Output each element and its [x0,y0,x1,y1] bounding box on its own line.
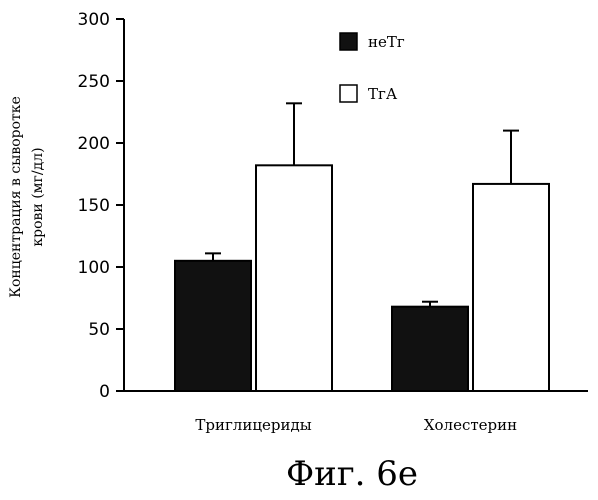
y-axis-label-line-1: Концентрация в сыворотке [8,96,24,298]
y-tick-label: 150 [78,196,110,216]
bar-tga-0 [256,165,332,391]
bars [175,103,549,391]
y-tick-label: 0 [99,382,110,402]
category-label: Триглицериды [195,416,311,434]
category-labels: Триглицериды Холестерин [195,416,517,434]
y-tick-label: 100 [78,258,110,278]
legend-label: ТгА [368,85,398,103]
y-tick-label: 300 [78,10,110,30]
y-ticks: 0 50 100 150 200 250 300 [78,10,124,402]
figure-caption: Фиг. 6е [286,454,418,494]
legend-swatch-tga [340,85,357,102]
bar-netg-0 [175,261,251,391]
category-label: Холестерин [424,416,517,434]
legend: неТг ТгА [340,33,405,103]
bar-netg-1 [392,307,468,391]
legend-label: неТг [368,33,405,51]
y-tick-label: 50 [88,320,110,340]
y-axis-label-line-2: крови (мг/дл) [30,147,46,246]
y-tick-label: 200 [78,134,110,154]
y-axis-label: Концентрация в сыворотке крови (мг/дл) [8,96,46,298]
legend-swatch-netg [340,33,357,50]
bar-tga-1 [473,184,549,391]
y-tick-label: 250 [78,72,110,92]
